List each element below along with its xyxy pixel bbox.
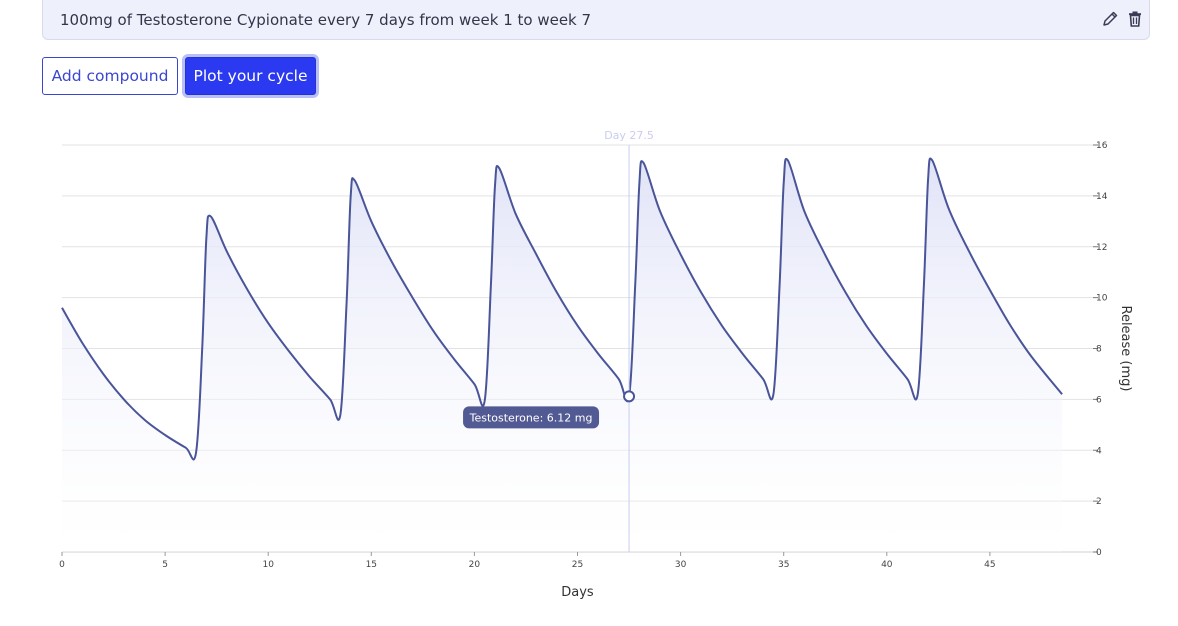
trash-icon[interactable] — [1126, 10, 1144, 28]
x-tick-label: 40 — [881, 560, 893, 570]
x-tick-label: 45 — [984, 560, 995, 570]
cursor-label: Day 27.5 — [604, 129, 654, 142]
x-axis-label: Days — [561, 585, 594, 600]
tooltip-background — [463, 406, 600, 429]
x-tick-label: 0 — [59, 560, 65, 570]
y-tick-label: 4 — [1096, 446, 1102, 456]
x-tick-label: 35 — [778, 560, 789, 570]
y-tick-label: 16 — [1096, 141, 1108, 151]
y-tick-label: 10 — [1096, 294, 1108, 304]
y-axis-label: Release (mg) — [1118, 306, 1133, 392]
y-tick-label: 2 — [1096, 497, 1102, 507]
x-tick-label: 25 — [572, 560, 583, 570]
cursor-point[interactable] — [623, 390, 636, 403]
x-tick-label: 15 — [366, 560, 377, 570]
x-tick-label: 30 — [675, 560, 687, 570]
series-line-testosterone — [61, 157, 1063, 461]
tooltip-text: Testosterone: 6.12 mg — [469, 411, 593, 424]
y-tick-label: 8 — [1096, 345, 1102, 355]
x-axis-ticks: 0 5 10 15 20 25 30 35 40 45 — [59, 552, 996, 570]
series-area — [62, 158, 1063, 552]
pencil-icon[interactable] — [1101, 10, 1119, 28]
x-tick-label: 20 — [469, 560, 481, 570]
tooltip: Testosterone: 6.12 mg — [463, 406, 600, 429]
y-tick-label: 14 — [1096, 192, 1108, 202]
x-tick-label: 10 — [262, 560, 274, 570]
y-axis-ticks: 0 2 4 6 8 10 12 14 16 — [1093, 141, 1108, 558]
y-tick-label: 0 — [1096, 548, 1102, 558]
add-compound-button[interactable]: Add compound — [42, 57, 178, 95]
y-tick-label: 12 — [1096, 243, 1107, 253]
compound-description: 100mg of Testosterone Cypionate every 7 … — [60, 11, 592, 29]
compound-row: 100mg of Testosterone Cypionate every 7 … — [42, 0, 1150, 40]
y-tick-label: 6 — [1096, 395, 1102, 405]
x-tick-label: 5 — [162, 560, 168, 570]
plot-cycle-button[interactable]: Plot your cycle — [185, 57, 316, 95]
